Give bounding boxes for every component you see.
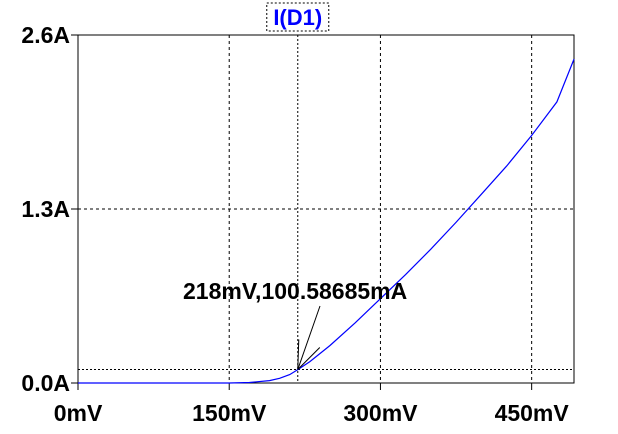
y-tick-label: 0.0A xyxy=(21,370,70,396)
cursor-annotation: 218mV,100.58685mA xyxy=(183,278,407,370)
x-tick-label: 0mV xyxy=(54,400,103,426)
trace-title[interactable]: I(D1) xyxy=(273,5,322,30)
x-tick-label: 450mV xyxy=(495,400,570,426)
x-tick-label: 300mV xyxy=(343,400,418,426)
y-tick-label: 2.6A xyxy=(21,22,70,48)
grid xyxy=(78,35,574,383)
cursor-leader-line xyxy=(297,305,321,370)
arrow-head-line xyxy=(297,339,300,370)
tick-labels: 0mV 150mV 300mV 450mV 0.0A 1.3A 2.6A xyxy=(21,22,569,426)
series-line xyxy=(78,58,575,384)
arrow-head-line xyxy=(297,347,321,370)
axis-ticks xyxy=(71,34,533,390)
y-tick-label: 1.3A xyxy=(21,196,70,222)
cursor-lines xyxy=(78,35,574,383)
x-tick-label: 150mV xyxy=(192,400,267,426)
cursor-readout: 218mV,100.58685mA xyxy=(183,278,407,304)
series-layer xyxy=(78,58,575,384)
trace-title-box xyxy=(266,2,330,32)
title-layer[interactable]: I(D1) xyxy=(266,2,330,32)
